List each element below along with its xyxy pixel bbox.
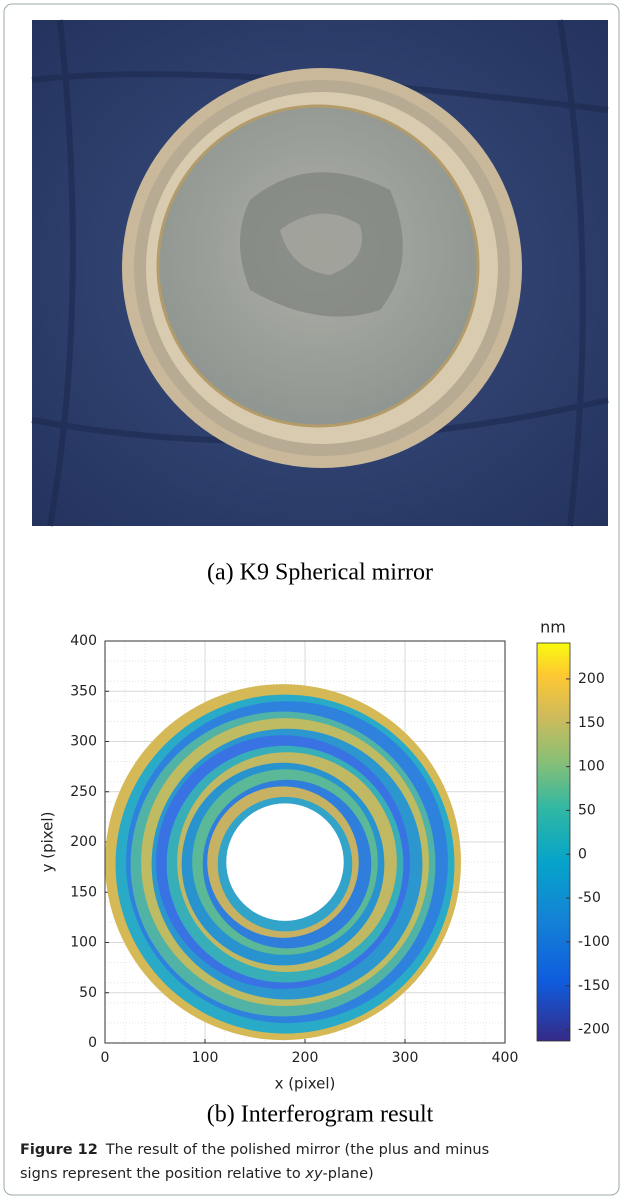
y-tick-label: 200 xyxy=(70,834,97,850)
x-tick-label: 300 xyxy=(392,1050,419,1066)
panel-caption: (b) Interferogram result xyxy=(207,1102,434,1128)
colorbar-tick-label: -50 xyxy=(578,890,601,906)
caption-text: xy xyxy=(304,1166,323,1182)
x-tick-label: 200 xyxy=(292,1050,319,1066)
colorbar-tick-label: -100 xyxy=(578,934,610,950)
figure-label: Figure 12 xyxy=(20,1142,98,1158)
y-tick-label: 50 xyxy=(79,985,97,1001)
y-tick-label: 350 xyxy=(70,683,97,699)
chart: 0 100 200 300 400 0 50 100 150 200 250 300 350 400 xyxy=(70,633,518,1066)
x-tick-label: 0 xyxy=(101,1050,110,1066)
colorbar-tick-label: 0 xyxy=(578,846,587,862)
colorbar-tick-label: -200 xyxy=(578,1022,610,1038)
caption-text: The result of the polished mirror (the p… xyxy=(105,1142,489,1158)
colorbar-tick-label: -150 xyxy=(578,978,610,994)
x-axis-label: x (pixel) xyxy=(275,1075,336,1093)
y-tick-label: 400 xyxy=(70,633,97,649)
x-tick-label: 100 xyxy=(192,1050,219,1066)
interferogram-hole xyxy=(226,803,343,920)
colorbar-tick-label: 150 xyxy=(578,715,605,731)
y-tick-label: 300 xyxy=(70,734,97,750)
x-tick-label: 400 xyxy=(492,1050,519,1066)
colorbar-tick-label: 50 xyxy=(578,802,596,818)
colorbar-tick-label: 100 xyxy=(578,759,605,775)
y-tick-label: 100 xyxy=(70,935,97,951)
y-tick-label: 250 xyxy=(70,784,97,800)
y-tick-label: 0 xyxy=(88,1035,97,1051)
colorbar-label: nm xyxy=(540,618,566,637)
colorbar xyxy=(537,643,570,1041)
y-axis-label: y (pixel) xyxy=(39,812,57,873)
panel-caption: (a) K9 Spherical mirror xyxy=(207,560,433,586)
photo xyxy=(32,20,608,526)
colorbar-tick-label: 200 xyxy=(578,671,605,687)
caption-text: -plane) xyxy=(323,1166,374,1182)
caption-text: signs represent the position relative to xyxy=(20,1166,305,1182)
y-tick-label: 150 xyxy=(70,884,97,900)
figure-caption: signs represent the position relative to… xyxy=(20,1166,374,1182)
figure-caption: Figure 12 The result of the polished mirr… xyxy=(20,1142,489,1158)
page: (a) K9 Spherical mirror 0 100 200 300 400 0 50… xyxy=(0,0,624,1200)
